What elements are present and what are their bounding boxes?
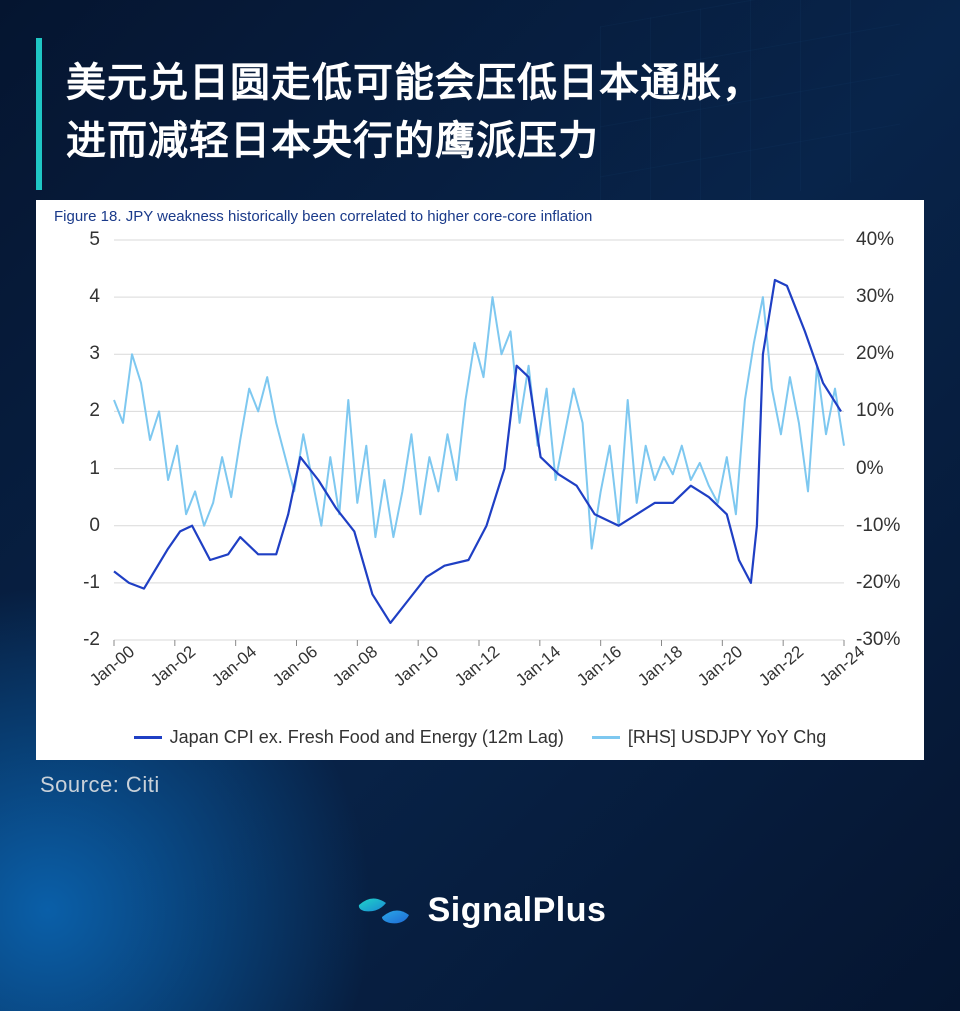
- legend-label-usdjpy: [RHS] USDJPY YoY Chg: [628, 727, 826, 748]
- right-axis-labels: 40%30%20%10%0%-10%-20%-30%: [848, 240, 920, 640]
- chart-card: Figure 18. JPY weakness historically bee…: [36, 200, 924, 760]
- headline-line-2: 进而减轻日本央行的鹰派压力: [66, 119, 599, 163]
- legend-swatch-usdjpy: [592, 736, 620, 739]
- headline-text: 美元兑日圆走低可能会压低日本通胀， 进而减轻日本央行的鹰派压力: [66, 54, 900, 170]
- chart-svg: [114, 240, 844, 640]
- left-axis-labels: 543210-1-2: [36, 240, 108, 640]
- source-label: Source: Citi: [40, 772, 160, 798]
- logo-text: SignalPlus: [428, 891, 607, 930]
- legend-item-usdjpy: [RHS] USDJPY YoY Chg: [592, 727, 826, 748]
- logo: SignalPlus: [0, 889, 960, 931]
- figure-title: Figure 18. JPY weakness historically bee…: [54, 208, 592, 225]
- legend-swatch-cpi: [134, 736, 162, 739]
- headline-line-1: 美元兑日圆走低可能会压低日本通胀，: [66, 61, 763, 105]
- plot-area: [114, 240, 844, 640]
- logo-mark: [354, 889, 414, 931]
- headline-container: 美元兑日圆走低可能会压低日本通胀， 进而减轻日本央行的鹰派压力: [36, 38, 924, 190]
- x-axis-labels: Jan-00Jan-02Jan-04Jan-06Jan-08Jan-10Jan-…: [114, 644, 844, 704]
- legend-label-cpi: Japan CPI ex. Fresh Food and Energy (12m…: [170, 727, 564, 748]
- legend-item-cpi: Japan CPI ex. Fresh Food and Energy (12m…: [134, 727, 564, 748]
- legend: Japan CPI ex. Fresh Food and Energy (12m…: [36, 727, 924, 748]
